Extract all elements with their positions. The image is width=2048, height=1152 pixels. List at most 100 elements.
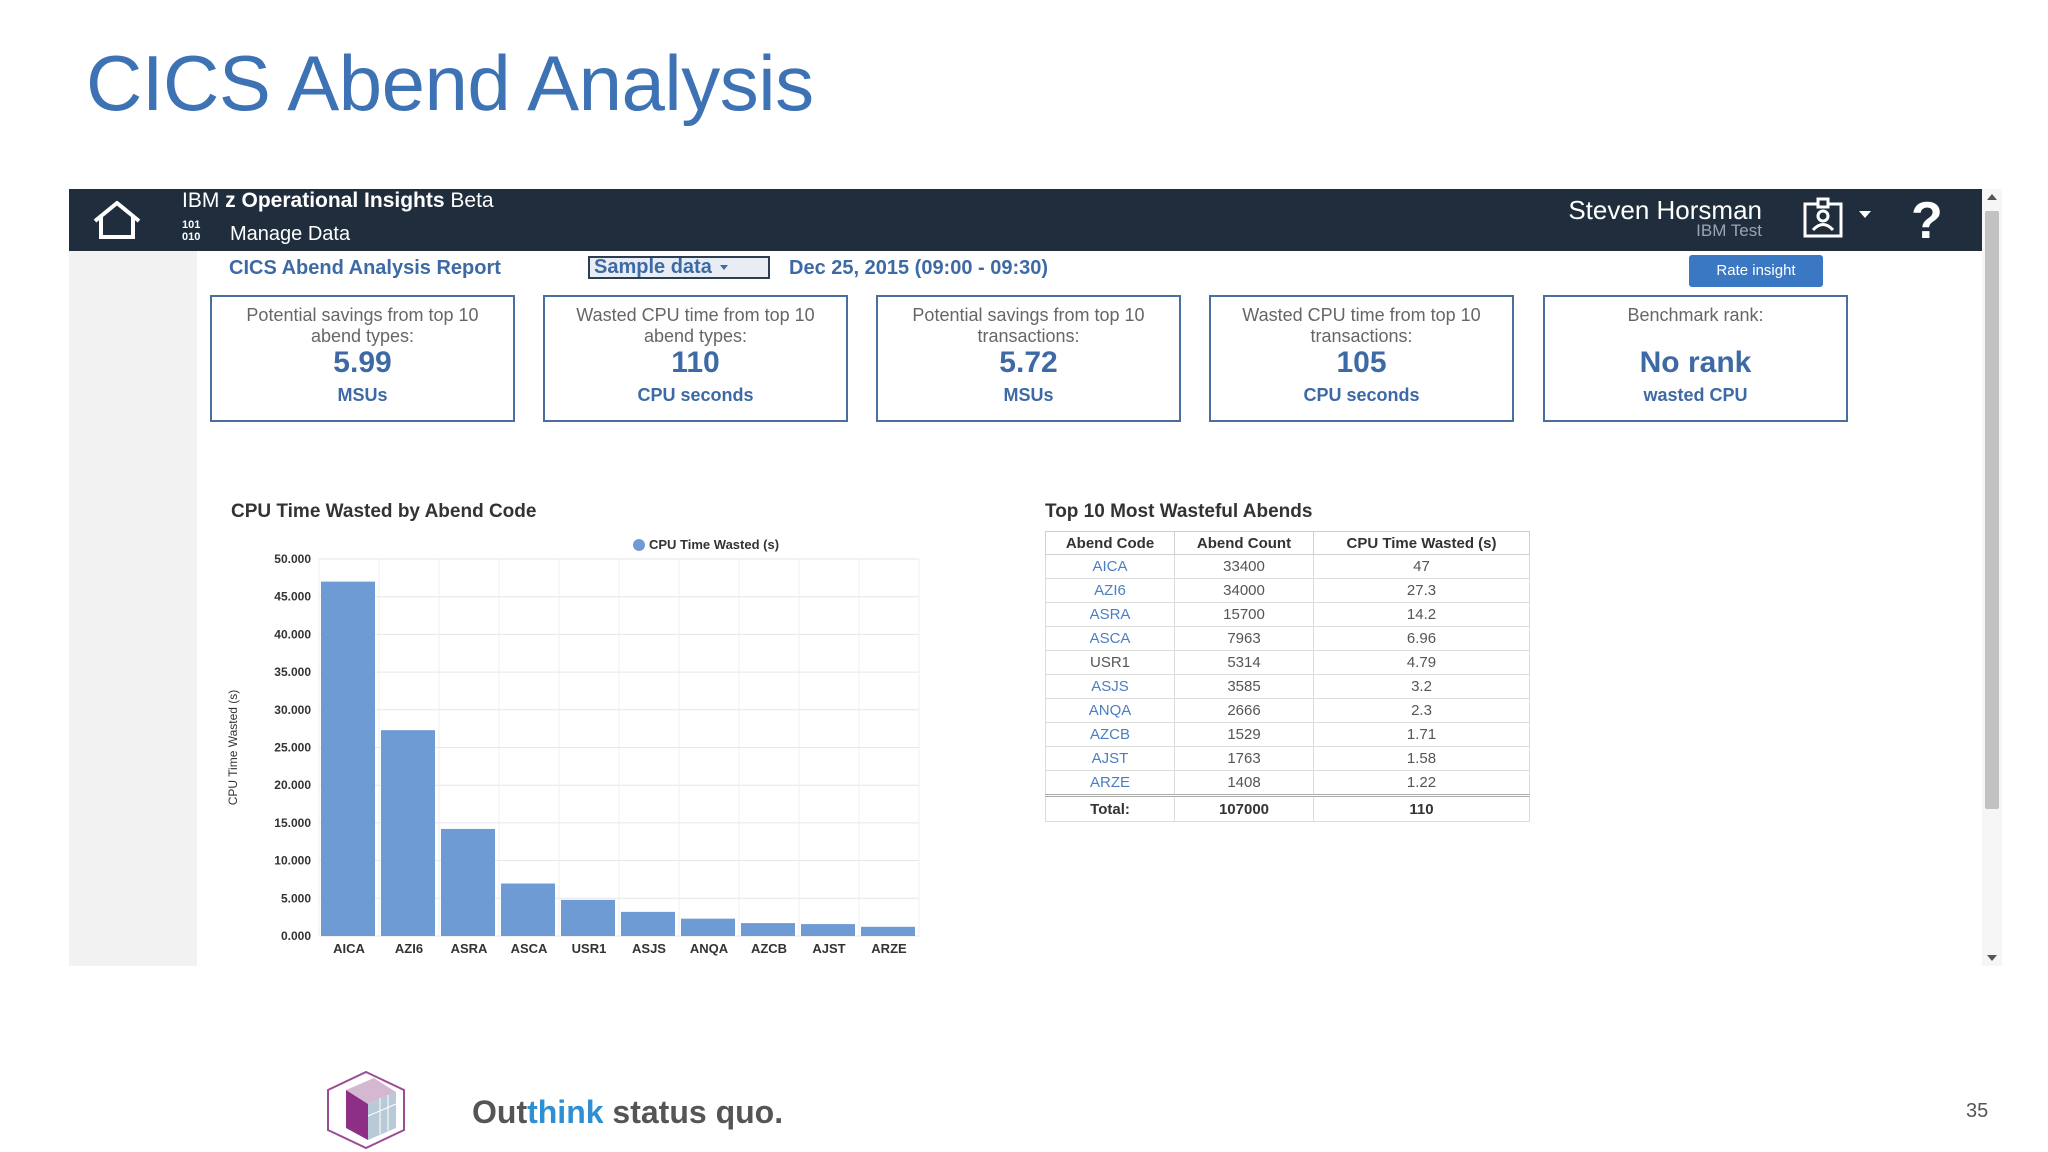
- user-badge-icon[interactable]: [1802, 197, 1844, 239]
- cpu-time-cell: 4.79: [1313, 650, 1530, 675]
- sample-data-select[interactable]: Sample data: [588, 256, 770, 279]
- table-row: ARZE 1408 1.22: [1045, 770, 1530, 796]
- chart-title: CPU Time Wasted by Abend Code: [231, 501, 537, 522]
- abend-code-cell[interactable]: ANQA: [1045, 698, 1175, 723]
- bar: [681, 918, 735, 936]
- user-name[interactable]: Steven Horsman: [1568, 195, 1762, 225]
- kpi-label: Potential savings from top 10 transactio…: [912, 305, 1145, 346]
- legend-label: CPU Time Wasted (s): [649, 537, 779, 552]
- manage-data-link[interactable]: Manage Data: [230, 223, 351, 245]
- table-row: ASJS 3585 3.2: [1045, 674, 1530, 699]
- report-title: CICS Abend Analysis Report: [229, 257, 501, 279]
- kpi-label: Potential savings from top 10 abend type…: [246, 305, 479, 346]
- outthink-cube-logo-icon: [327, 1070, 405, 1150]
- bar: [741, 923, 795, 936]
- product-suffix: Beta: [444, 189, 494, 212]
- cpu-time-cell: 1.71: [1313, 722, 1530, 747]
- kpi-label: Benchmark rank:: [1627, 305, 1764, 325]
- cpu-time-bar-chart: 0.000 5.000 10.000 15.000 20.000 25.000 30.000…: [226, 537, 920, 956]
- column-header-abend-count[interactable]: Abend Count: [1174, 531, 1314, 555]
- abend-count-cell: 1408: [1174, 770, 1314, 796]
- tagline: Outthink status quo.: [472, 1094, 783, 1131]
- y-tick-label: 5.000: [281, 891, 311, 905]
- select-caret-icon: [719, 265, 728, 271]
- cpu-time-cell: 47: [1313, 554, 1530, 579]
- binary-line-1: 101: [182, 219, 201, 231]
- abend-count-cell: 1763: [1174, 746, 1314, 771]
- cpu-time-cell: 2.3: [1313, 698, 1530, 723]
- cpu-time-cell: 14.2: [1313, 602, 1530, 627]
- scroll-thumb[interactable]: [1985, 211, 1999, 809]
- kpi-unit: MSUs: [1003, 385, 1054, 405]
- table-row: AZI6 34000 27.3: [1045, 578, 1530, 603]
- vertical-scrollbar[interactable]: [1982, 189, 2002, 966]
- x-tick-label: AZCB: [751, 941, 787, 956]
- bar: [501, 883, 555, 936]
- abend-code-cell[interactable]: AICA: [1045, 554, 1175, 579]
- scroll-up-arrow-icon[interactable]: [1987, 194, 1997, 200]
- y-tick-label: 50.000: [274, 552, 311, 566]
- table-header-row: Abend Code Abend Count CPU Time Wasted (…: [1045, 531, 1530, 555]
- home-icon[interactable]: [91, 199, 143, 241]
- tagline-part-2: status quo.: [603, 1094, 784, 1130]
- x-tick-label: AJST: [812, 941, 845, 956]
- y-tick-label: 10.000: [274, 854, 311, 868]
- kpi-label: Wasted CPU time from top 10 abend types:: [576, 305, 815, 346]
- abend-count-cell: 3585: [1174, 674, 1314, 699]
- y-tick-label: 0.000: [281, 929, 311, 943]
- abend-code-cell[interactable]: AZCB: [1045, 722, 1175, 747]
- table-row: AICA 33400 47: [1045, 554, 1530, 579]
- table-row: ANQA 2666 2.3: [1045, 698, 1530, 723]
- kpi-unit: CPU seconds: [637, 385, 754, 405]
- y-tick-label: 45.000: [274, 590, 311, 604]
- y-tick-label: 20.000: [274, 778, 311, 792]
- app-window: IBM z Operational Insights Beta 101 010 …: [69, 189, 2002, 966]
- kpi-card-benchmark-rank: Benchmark rank: No rank wasted CPU: [1543, 295, 1848, 422]
- abend-code-cell[interactable]: AJST: [1045, 746, 1175, 771]
- table-row: AZCB 1529 1.71: [1045, 722, 1530, 747]
- kpi-unit: MSUs: [337, 385, 388, 405]
- tagline-part-1: Out: [472, 1094, 528, 1130]
- column-header-abend-code[interactable]: Abend Code: [1045, 531, 1175, 555]
- abend-count-cell: 34000: [1174, 578, 1314, 603]
- table-row: USR1 5314 4.79: [1045, 650, 1530, 675]
- abend-code-cell[interactable]: ASRA: [1045, 602, 1175, 627]
- abend-count-cell: 5314: [1174, 650, 1314, 675]
- x-tick-label: ARZE: [871, 941, 907, 956]
- tagline-highlight: think: [527, 1094, 604, 1130]
- report-content: CICS Abend Analysis Report Sample data D…: [197, 251, 1982, 966]
- table-total-row: Total: 107000 110: [1045, 794, 1530, 822]
- abend-code-cell[interactable]: ARZE: [1045, 770, 1175, 796]
- column-header-cpu-time[interactable]: CPU Time Wasted (s): [1313, 531, 1530, 555]
- kpi-value: 110: [671, 346, 720, 379]
- x-tick-label: ANQA: [690, 941, 729, 956]
- cpu-time-cell: 3.2: [1313, 674, 1530, 699]
- abend-code-cell[interactable]: AZI6: [1045, 578, 1175, 603]
- help-icon[interactable]: ?: [1911, 192, 1943, 250]
- bar: [381, 730, 435, 936]
- abend-count-cell: 33400: [1174, 554, 1314, 579]
- abend-code-cell[interactable]: ASCA: [1045, 626, 1175, 651]
- abend-count-cell: 15700: [1174, 602, 1314, 627]
- table-title: Top 10 Most Wasteful Abends: [1045, 501, 1313, 522]
- kpi-label: Wasted CPU time from top 10 transactions…: [1242, 305, 1481, 346]
- x-tick-label: USR1: [572, 941, 607, 956]
- cpu-time-cell: 27.3: [1313, 578, 1530, 603]
- top-navigation-bar: IBM z Operational Insights Beta 101 010 …: [69, 189, 1982, 251]
- total-label-cell: Total:: [1045, 794, 1175, 822]
- product-prefix: IBM: [182, 189, 226, 212]
- chevron-down-icon[interactable]: [1859, 211, 1871, 218]
- product-bold-name: z Operational Insights: [225, 189, 445, 212]
- y-tick-label: 30.000: [274, 703, 311, 717]
- binary-line-2: 010: [182, 231, 201, 243]
- binary-icon: 101 010: [182, 219, 200, 243]
- table-row: ASCA 7963 6.96: [1045, 626, 1530, 651]
- user-organization: IBM Test: [1696, 221, 1762, 240]
- kpi-value: No rank: [1639, 346, 1752, 379]
- y-tick-label: 25.000: [274, 741, 311, 755]
- scroll-down-arrow-icon[interactable]: [1987, 955, 1997, 961]
- legend-marker: [633, 539, 645, 551]
- abend-code-cell[interactable]: ASJS: [1045, 674, 1175, 699]
- bar: [861, 926, 915, 936]
- rate-insight-button[interactable]: Rate insight: [1689, 255, 1823, 287]
